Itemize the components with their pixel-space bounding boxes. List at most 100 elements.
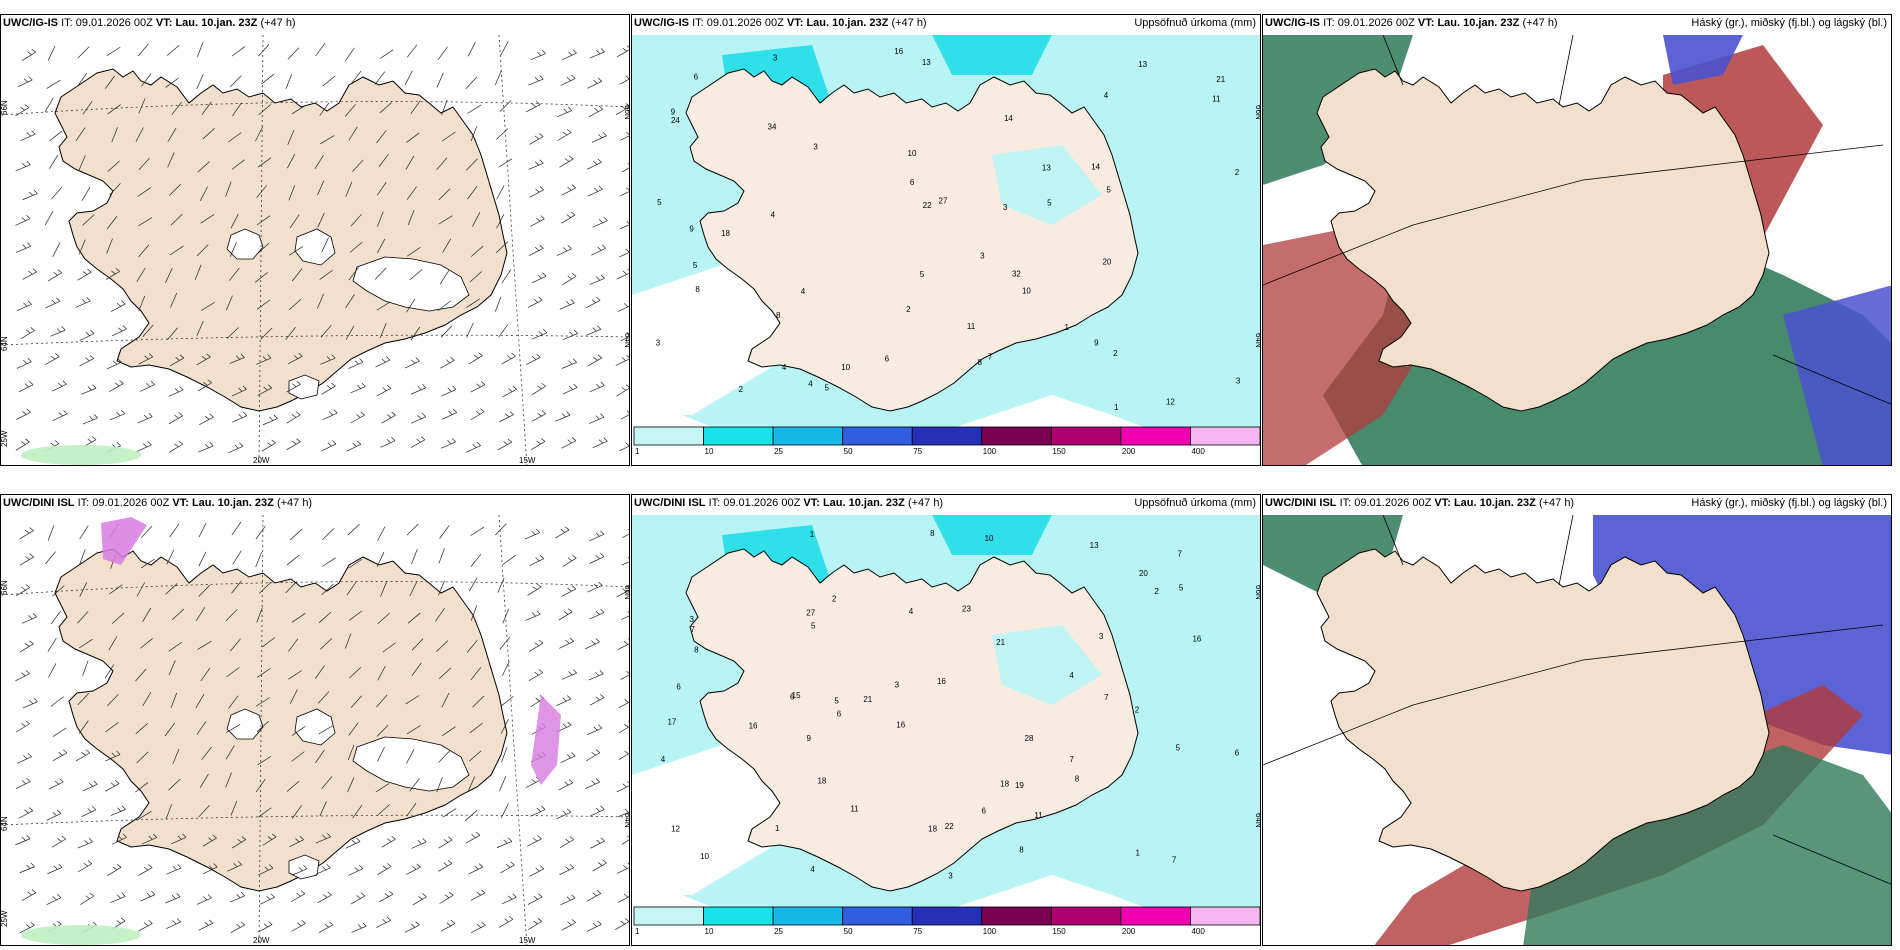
legend-swatch [772,426,844,446]
wind-barb [15,720,30,733]
precip-value: 3 [1003,203,1008,212]
wind-barb [226,667,240,678]
wind-barb [345,837,361,849]
wind-barb [410,100,421,114]
wind-barb [288,298,302,311]
wind-barb [169,354,185,367]
wind-barb [352,159,364,172]
legend-swatch [842,906,913,926]
wind-barb [135,722,149,735]
vt-label: VT: [1434,497,1451,509]
wind-barb [589,48,605,59]
wind-barb [405,155,415,170]
it-label: IT: [1339,497,1352,509]
precip-value: 13 [1042,163,1051,172]
precip-value: 21 [863,695,872,704]
precip-map: 1 10 25 50 75 100 150 200 4001016111821282278191… [632,515,1260,936]
precip-value: 16 [749,721,758,730]
wind-barb [379,102,392,114]
wind-barb [378,890,394,903]
wind-barb [442,726,456,737]
wind-barb [527,583,542,596]
legend-swatch [981,426,1052,446]
wind-barb [196,320,204,336]
wind-barb [498,158,513,168]
wind-barb [289,836,304,848]
wind-barb [376,181,387,196]
legend-swatch [1120,906,1191,926]
latitude-line [1,814,629,826]
wind-barb [346,440,362,452]
precip-value: 8 [695,285,700,294]
wind-barb [435,608,445,622]
lat-label: 64N [623,333,630,348]
wind-barb [348,722,359,736]
lead-time: (+47 h) [907,497,944,509]
wind-barb [261,73,275,85]
wind-barb [618,891,629,903]
wind-barb [50,326,66,337]
wind-barb [619,220,629,230]
wind-barb [345,325,355,340]
precip-value: 6 [837,709,842,718]
wind-barb [587,354,603,367]
wind-barb [170,213,183,226]
wind-barb [109,380,124,392]
wind-barb [109,183,121,196]
wind-barb [406,246,421,257]
precip-value: 32 [1012,270,1021,279]
precip-value: 13 [922,58,931,67]
wind-barb [438,667,452,680]
wind-barb [258,864,274,876]
wind-barb [77,838,93,849]
wind-barb [499,100,512,112]
wind-barb [75,749,91,762]
wind-barb [466,322,474,338]
wind-barb [376,130,387,144]
wind-barb [588,669,604,681]
wind-barb [107,104,121,115]
wind-barb [502,608,510,624]
wind-barb [227,860,242,872]
wind-barb [470,921,486,934]
precip-value: 9 [806,734,811,743]
precip-value: 4 [771,210,776,219]
legend-tick: 400 [1191,447,1205,456]
wind-barb [197,41,204,57]
wind-barb [321,583,334,595]
wind-barb [291,920,306,932]
wind-barb [318,725,333,735]
wind-barb [404,921,420,933]
wind-barb [165,583,178,595]
wind-barb [47,269,63,282]
wind-barb [109,409,125,421]
wind-barb [314,155,324,169]
wind-barb [106,216,118,230]
wind-barb [440,270,450,285]
wind-barb [465,76,478,89]
wind-barb [285,581,297,594]
wind-barb [555,411,571,422]
wind-barb [472,695,485,708]
legend-swatch [772,906,844,926]
wind-barb [15,438,30,451]
wind-barb [404,70,413,85]
wind-barb [107,864,122,876]
wind-barb [225,181,232,197]
wind-barb [82,780,98,792]
wind-barb [82,214,95,226]
panel-clouds-igis: UWC/IG-IS IT: 09.01.2026 00Z VT: Lau. 10… [1262,14,1892,466]
glacier [294,228,336,266]
precip-value: 3 [948,872,953,881]
precip-value: 3 [813,143,818,152]
wind-barb [352,804,363,819]
boundary-line [1382,34,1404,86]
wind-barb [468,863,484,875]
wind-barb [262,833,277,846]
wind-barb [621,611,629,620]
wind-barb [140,525,153,539]
wind-barb [111,127,118,143]
wind-barb [559,637,574,649]
wind-barb [524,528,541,540]
precip-value: 3 [1236,377,1241,386]
